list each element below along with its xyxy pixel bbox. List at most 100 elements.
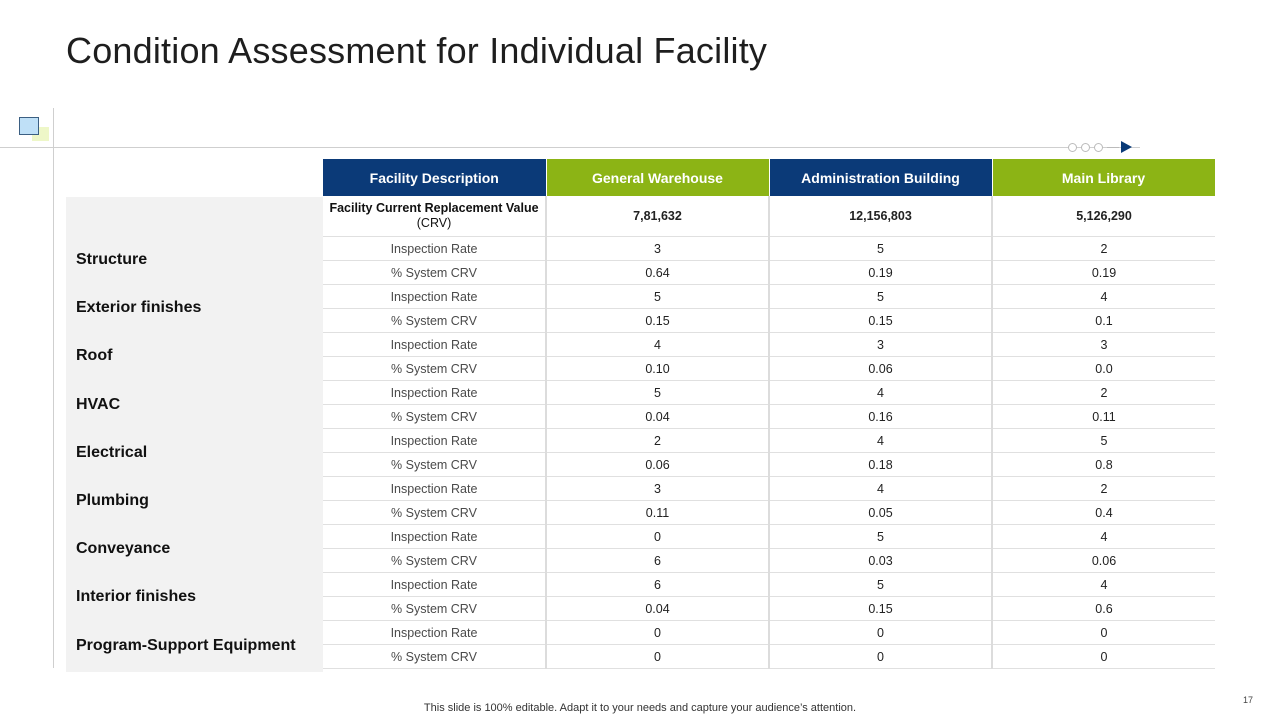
table-cell: 0.10: [546, 356, 770, 381]
table-cell: 0.16: [769, 404, 993, 429]
table-cell: 0.4: [992, 500, 1215, 525]
table-cell: 0.64: [546, 260, 770, 285]
crv-row: Facility Current Replacement Value (CRV)…: [323, 196, 1215, 237]
table-cell: 0: [769, 644, 993, 669]
table-cell: 0.03: [769, 548, 993, 573]
category-label: Conveyance: [76, 540, 171, 558]
header-administration-building: Administration Building: [769, 159, 993, 196]
table-cell: 0: [769, 620, 993, 645]
table-cell: 3: [546, 236, 770, 261]
table-cell: 6: [546, 548, 770, 573]
table-cell: 0: [546, 620, 770, 645]
slide-title: Condition Assessment for Individual Faci…: [66, 30, 768, 71]
table-row: Inspection Rate 0 0 0: [323, 620, 1215, 645]
table-cell: 0.06: [992, 548, 1215, 573]
table-cell: 0.6: [992, 596, 1215, 621]
inspection-rate-label: Inspection Rate: [323, 284, 547, 309]
system-crv-label: % System CRV: [323, 500, 547, 525]
table-row: % System CRV 0.64 0.19 0.19: [323, 260, 1215, 285]
crv-value-main-library: 5,126,290: [992, 196, 1215, 237]
system-crv-label: % System CRV: [323, 404, 547, 429]
category-label: Structure: [76, 251, 148, 268]
header-facility-description: Facility Description: [323, 159, 547, 196]
table-cell: 4: [769, 476, 993, 501]
table-cell: 0.1: [992, 308, 1215, 333]
table-row: % System CRV 0.15 0.15 0.1: [323, 308, 1215, 333]
system-crv-label: % System CRV: [323, 596, 547, 621]
table-header-row: Facility Description General Warehouse A…: [323, 159, 1216, 196]
table-cell: 0.19: [769, 260, 993, 285]
category-panel: [66, 197, 323, 672]
table-row: % System CRV 6 0.03 0.06: [323, 548, 1215, 573]
table-row: Inspection Rate 3 4 2: [323, 476, 1215, 501]
table-cell: 5: [769, 284, 993, 309]
system-crv-label: % System CRV: [323, 548, 547, 573]
table-row: % System CRV 0.11 0.05 0.4: [323, 500, 1215, 525]
table-cell: 4: [992, 572, 1215, 597]
table-cell: 5: [992, 428, 1215, 453]
category-label: Roof: [76, 347, 113, 365]
table-cell: 0.11: [546, 500, 770, 525]
table-cell: 0.05: [769, 500, 993, 525]
table-cell: 0.04: [546, 596, 770, 621]
category-label: Plumbing: [76, 492, 149, 509]
table-cell: 2: [546, 428, 770, 453]
table-cell: 5: [769, 572, 993, 597]
category-label: Program-Support Equipment: [76, 636, 296, 654]
table-cell: 0: [546, 644, 770, 669]
table-row: Inspection Rate 5 5 4: [323, 284, 1215, 309]
footer-note: This slide is 100% editable. Adapt it to…: [423, 702, 857, 714]
table-row: Inspection Rate 2 4 5: [323, 428, 1215, 453]
table-cell: 0: [992, 644, 1215, 669]
table-cell: 0.06: [546, 452, 770, 477]
horizontal-divider: [0, 147, 1140, 148]
table-cell: 0.15: [769, 308, 993, 333]
table-cell: 5: [546, 380, 770, 405]
table-cell: 3: [992, 332, 1215, 357]
table-cell: 0.04: [546, 404, 770, 429]
table-cell: 2: [992, 236, 1215, 261]
table-row: Inspection Rate 0 5 4: [323, 524, 1215, 549]
crv-label-plain: (CRV): [416, 216, 452, 230]
inspection-rate-label: Inspection Rate: [323, 476, 547, 501]
page-number: 17: [1243, 695, 1254, 705]
table-cell: 0.06: [769, 356, 993, 381]
table-cell: 2: [992, 476, 1215, 501]
table-cell: 0.8: [992, 452, 1215, 477]
system-crv-label: % System CRV: [323, 644, 547, 669]
table-cell: 3: [546, 476, 770, 501]
table-cell: 5: [546, 284, 770, 309]
table-cell: 0.0: [992, 356, 1215, 381]
table-cell: 0.19: [992, 260, 1215, 285]
table-cell: 4: [769, 380, 993, 405]
table-row: % System CRV 0 0 0: [323, 644, 1215, 669]
inspection-rate-label: Inspection Rate: [323, 620, 547, 645]
table-cell: 0: [546, 524, 770, 549]
table-cell: 5: [769, 236, 993, 261]
header-general-warehouse: General Warehouse: [546, 159, 770, 196]
table-cell: 6: [546, 572, 770, 597]
crv-label: Facility Current Replacement Value (CRV): [323, 196, 547, 237]
table-cell: 0.18: [769, 452, 993, 477]
table-row: Inspection Rate 6 5 4: [323, 572, 1215, 597]
system-crv-label: % System CRV: [323, 308, 547, 333]
table-cell: 5: [769, 524, 993, 549]
header-main-library: Main Library: [992, 159, 1216, 196]
table-cell: 4: [992, 524, 1215, 549]
inspection-rate-label: Inspection Rate: [323, 524, 547, 549]
table-cell: 4: [992, 284, 1215, 309]
inspection-rate-label: Inspection Rate: [323, 236, 547, 261]
category-label: HVAC: [76, 395, 121, 413]
table-cell: 3: [769, 332, 993, 357]
table-row: % System CRV 0.06 0.18 0.8: [323, 452, 1215, 477]
assessment-table: Facility Description General Warehouse A…: [323, 159, 1216, 669]
table-row: Inspection Rate 4 3 3: [323, 332, 1215, 357]
system-crv-label: % System CRV: [323, 452, 547, 477]
decorative-square-blue: [19, 117, 39, 135]
progress-dots-icon: [1068, 140, 1132, 154]
table-cell: 0: [992, 620, 1215, 645]
table-row: % System CRV 0.04 0.15 0.6: [323, 596, 1215, 621]
table-cell: 2: [992, 380, 1215, 405]
crv-value-administration-building: 12,156,803: [769, 196, 993, 237]
crv-label-bold: Facility Current Replacement Value: [329, 201, 539, 215]
